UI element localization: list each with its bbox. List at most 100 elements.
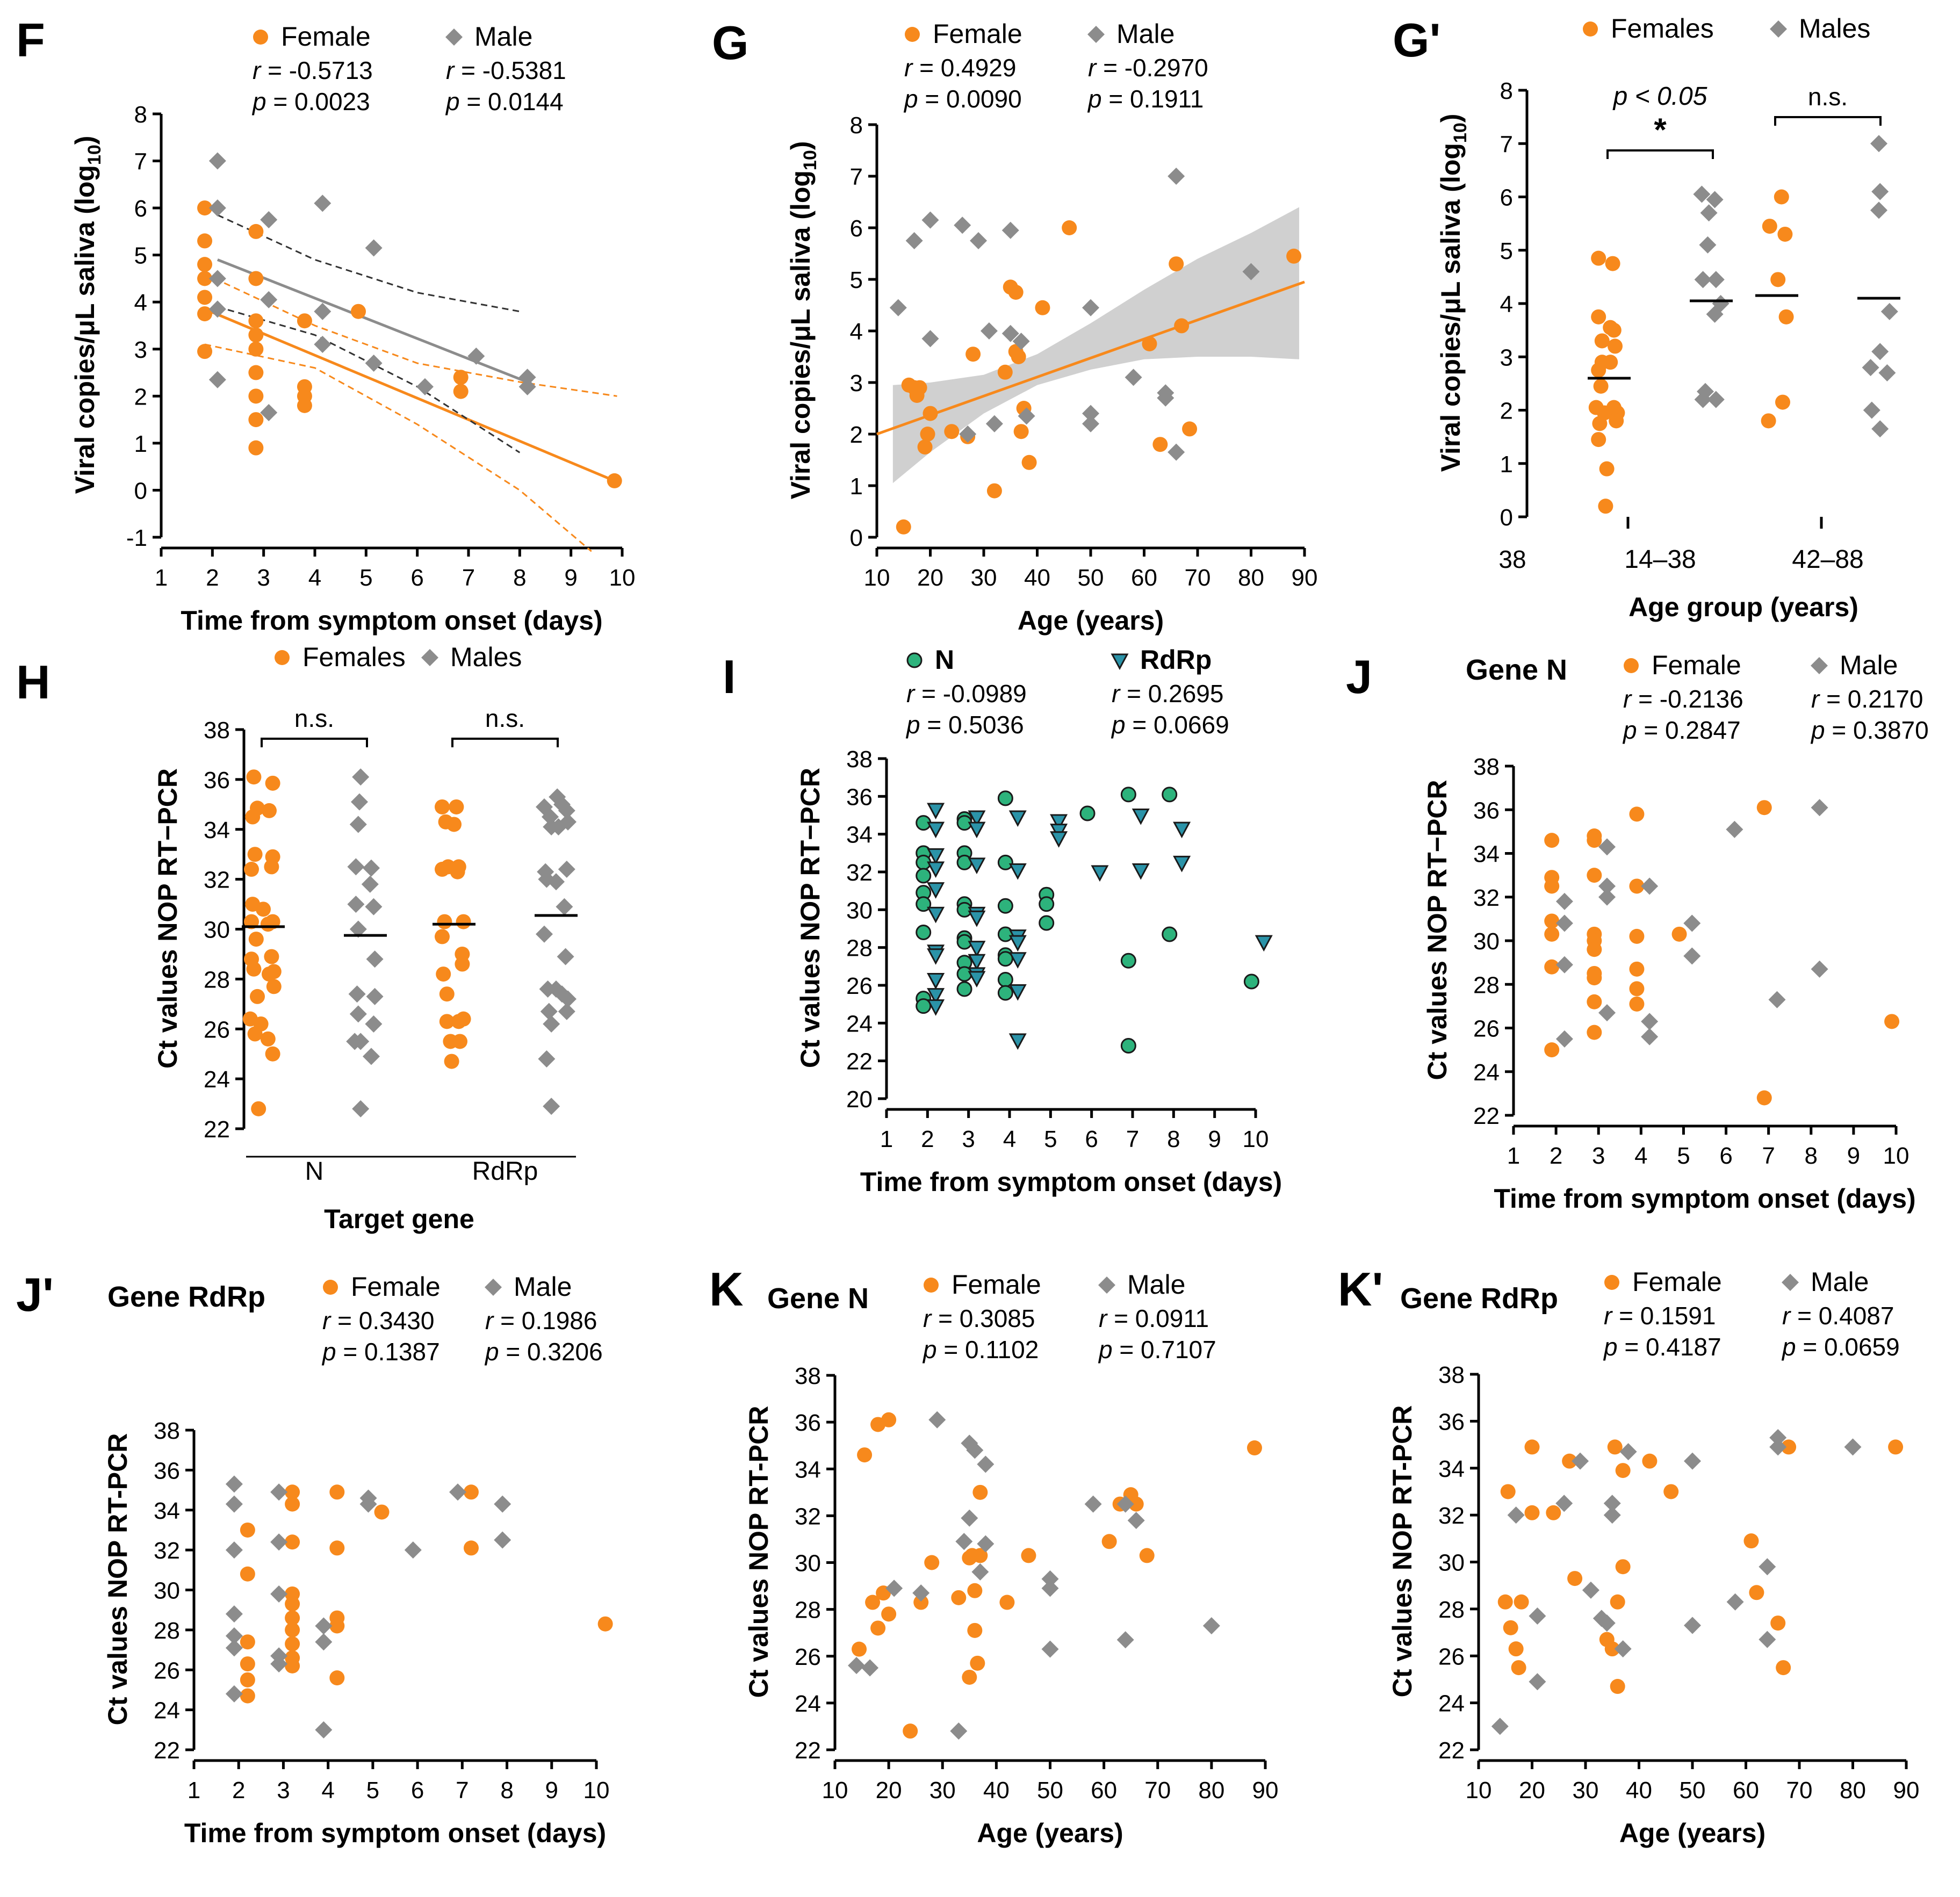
data-point-male [1242, 263, 1260, 280]
data-point-female [1508, 1641, 1524, 1657]
data-point-male [208, 199, 226, 217]
data-point-female [285, 1534, 300, 1550]
data-point-females [256, 901, 271, 917]
y-tick-label: 5 [134, 243, 147, 269]
x-tick-label: 80 [1840, 1777, 1866, 1804]
legend-marker [1111, 653, 1129, 670]
legend-p-value: p = 0.1911 [1087, 85, 1204, 113]
data-point-female [374, 1504, 390, 1520]
data-point-male [365, 355, 383, 372]
y-tick-label: 24 [1438, 1691, 1465, 1717]
legend-r-value: r = 0.1986 [485, 1307, 597, 1335]
y-tick-label: 26 [1438, 1643, 1465, 1670]
data-point-females [1594, 333, 1610, 349]
data-point-female [197, 290, 213, 305]
y-tick-label: 6 [134, 196, 147, 222]
data-point-female [1128, 1496, 1144, 1512]
data-point-rdrp [927, 906, 945, 924]
data-point-n [997, 898, 1013, 914]
confidence-line [204, 343, 592, 552]
panel-label: G [712, 16, 748, 69]
panel-H: H Females Males 22 24 26 28 30 32 34 36 38 Ct values… [16, 642, 578, 1234]
data-point-female [248, 223, 264, 239]
panel-K: K Gene N Female r = 0.3085 p = 0.1102 Male r =… [709, 1263, 1278, 1848]
data-point-females [439, 986, 455, 1002]
panel-subtitle: Gene RdRp [107, 1281, 265, 1313]
data-point-female [240, 1522, 255, 1538]
data-point-rdrp [1050, 831, 1068, 848]
x-tick-label: 8 [1805, 1143, 1818, 1169]
data-point-rdrp [1132, 863, 1150, 880]
y-tick-label: 1 [1500, 451, 1513, 478]
legend-marker [1811, 657, 1828, 674]
data-point-females [1761, 413, 1776, 429]
data-point-rdrp [927, 861, 945, 878]
data-point-males [348, 985, 366, 1003]
x-tick-label: 90 [1893, 1777, 1920, 1804]
data-point-male [1018, 407, 1035, 425]
data-point-n [916, 896, 932, 912]
data-point-female [857, 1447, 873, 1463]
x-tick-label: 3 [257, 565, 270, 591]
stray-tick-label: 38 [1498, 545, 1526, 573]
legend-marker [275, 650, 290, 665]
legend-p-value: p = 0.5036 [905, 711, 1024, 739]
data-point-female [1615, 1463, 1631, 1478]
data-point-male [518, 369, 536, 386]
y-tick-label: 1 [850, 473, 863, 500]
data-point-female [972, 1548, 988, 1563]
x-tick-label: 7 [1762, 1143, 1775, 1169]
legend-marker [1098, 1276, 1115, 1294]
panel-label: K [709, 1263, 744, 1316]
data-point-male [315, 1721, 333, 1739]
legend-marker [905, 27, 920, 42]
y-tick-label: 24 [1473, 1059, 1500, 1086]
x-axis-label: Age group (years) [1628, 592, 1858, 622]
data-point-rdrp [968, 971, 986, 988]
data-point-male [208, 300, 226, 318]
data-point-female [1524, 1505, 1540, 1520]
data-point-females [455, 956, 470, 972]
y-tick-label: 28 [1473, 972, 1500, 998]
data-point-males [361, 875, 379, 893]
data-point-rdrp [1255, 935, 1273, 952]
data-point-females [435, 929, 450, 944]
data-point-female [962, 1669, 977, 1685]
data-point-female [972, 1484, 988, 1500]
data-point-female [1587, 994, 1602, 1009]
data-point-female [285, 1610, 300, 1626]
y-tick-label: 28 [846, 935, 873, 962]
data-point-males [540, 1002, 558, 1020]
data-point-n [997, 854, 1013, 870]
legend-p-value: p = 0.0659 [1781, 1333, 1900, 1361]
data-point-male [1082, 415, 1099, 432]
data-point-females [449, 799, 464, 814]
data-point-male [1125, 369, 1142, 386]
legend-r-value: r = 0.2170 [1811, 685, 1923, 713]
data-point-female [329, 1618, 345, 1634]
data-point-female [1497, 1594, 1513, 1610]
y-tick-label: 36 [846, 784, 873, 810]
data-point-male [1082, 299, 1099, 316]
data-point-male [225, 1685, 243, 1703]
y-tick-label: 32 [795, 1503, 821, 1530]
data-point-rdrp [1008, 935, 1027, 952]
data-point-male [1572, 1452, 1589, 1470]
data-point-males [352, 768, 370, 786]
data-point-male [225, 1541, 243, 1559]
data-point-female [970, 1655, 985, 1671]
data-point-rdrp [968, 954, 986, 971]
data-point-males [1706, 305, 1724, 323]
legend-label: Females [1611, 13, 1714, 44]
data-point-females [444, 1054, 459, 1069]
data-point-females [251, 1101, 266, 1116]
data-point-rdrp [927, 988, 945, 1005]
y-tick-label: 3 [850, 370, 863, 396]
x-tick-label: 1 [155, 565, 168, 591]
data-point-female [607, 473, 622, 488]
data-point-n [916, 998, 932, 1014]
x-tick-label: 90 [1252, 1777, 1279, 1804]
y-tick-label: 30 [846, 897, 873, 924]
y-tick-label: 22 [1438, 1737, 1465, 1764]
